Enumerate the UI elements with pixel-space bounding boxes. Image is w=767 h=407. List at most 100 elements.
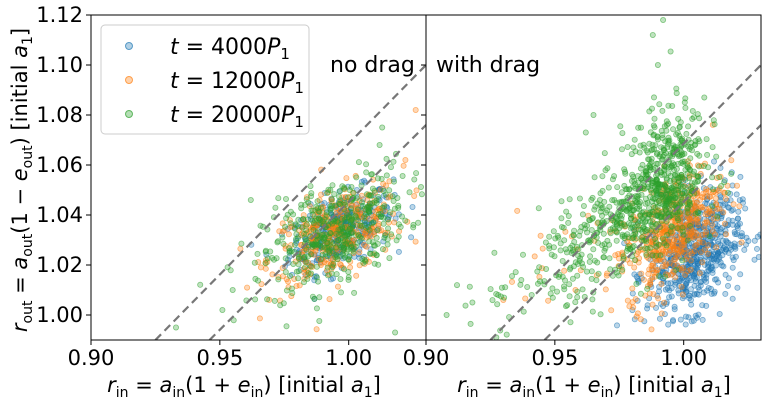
data-point [569, 275, 576, 282]
data-point [333, 210, 340, 217]
data-point [637, 142, 644, 149]
data-point [729, 264, 736, 271]
data-point [652, 235, 659, 242]
data-point [692, 278, 699, 285]
data-point [677, 316, 684, 323]
data-point [376, 141, 383, 148]
data-point [348, 183, 355, 190]
data-point [588, 268, 595, 275]
data-point [579, 286, 586, 293]
data-point [489, 297, 496, 304]
data-point [535, 205, 542, 212]
data-point [611, 173, 618, 180]
data-point [661, 299, 668, 306]
x-axis-label-left: rin = ain(1 + ein) [initial a1] [107, 373, 381, 401]
data-point [673, 85, 680, 92]
data-point [671, 237, 678, 244]
data-point [312, 241, 319, 248]
data-point [640, 224, 647, 231]
data-point [642, 200, 649, 207]
data-point [649, 105, 656, 112]
data-point [696, 270, 703, 277]
data-point [730, 201, 737, 208]
data-point [295, 268, 302, 275]
data-point [355, 217, 362, 224]
data-point [626, 303, 633, 310]
data-point [295, 275, 302, 282]
data-point [287, 220, 294, 227]
y-axis-label: rout = aout(1 − eout) [initial a1] [8, 28, 36, 332]
data-point [394, 194, 401, 201]
data-point [302, 264, 309, 271]
data-point [637, 217, 644, 224]
data-point [687, 248, 694, 255]
data-point [285, 231, 292, 238]
data-point [309, 293, 316, 300]
data-point [624, 143, 631, 150]
data-point [644, 149, 651, 156]
data-point [683, 280, 690, 287]
data-point [754, 245, 761, 252]
data-point [741, 246, 748, 253]
data-point [397, 223, 404, 230]
data-point [522, 295, 529, 302]
data-point [307, 263, 314, 270]
data-point [684, 268, 691, 275]
data-point [655, 241, 662, 248]
data-point [696, 239, 703, 246]
data-point [660, 191, 667, 198]
data-point [712, 195, 719, 202]
data-point [672, 172, 679, 179]
data-point [714, 205, 721, 212]
data-point [664, 285, 671, 292]
data-point [626, 186, 633, 193]
data-point [755, 254, 761, 260]
data-point [658, 280, 665, 287]
data-point [678, 194, 685, 201]
data-point [371, 187, 378, 194]
data-point [696, 163, 703, 170]
data-point [706, 193, 713, 200]
data-point [548, 251, 555, 258]
y-tick-label: 1.00 [36, 303, 83, 327]
data-point [413, 187, 420, 194]
data-point [554, 288, 561, 295]
data-point [642, 227, 649, 234]
data-point [602, 167, 609, 174]
data-point [596, 197, 603, 204]
data-point [694, 314, 701, 321]
data-point [251, 259, 258, 266]
data-point [673, 165, 680, 172]
data-point [291, 241, 298, 248]
data-point [732, 230, 739, 237]
data-point [313, 326, 320, 333]
data-point [337, 276, 344, 283]
data-point [688, 277, 695, 284]
data-point [603, 272, 610, 279]
data-point [343, 211, 350, 218]
data-point [584, 222, 591, 229]
data-point [680, 237, 687, 244]
left-series-2 [172, 104, 425, 336]
data-point [350, 189, 357, 196]
data-point [542, 239, 549, 246]
data-point [453, 282, 460, 289]
data-point [680, 264, 687, 271]
data-point [649, 274, 656, 281]
data-point [286, 245, 293, 252]
data-point [379, 204, 386, 211]
data-point [316, 294, 323, 301]
data-point [487, 286, 494, 293]
data-point [715, 240, 722, 247]
data-point [687, 266, 694, 273]
data-point [439, 176, 444, 181]
data-point [566, 281, 573, 288]
data-point [597, 190, 604, 197]
data-point [728, 157, 735, 164]
x-tick-label: 1.00 [660, 346, 707, 370]
data-point [714, 249, 721, 256]
data-point [399, 172, 406, 179]
legend-marker-20000 [125, 110, 133, 118]
data-point [502, 284, 509, 291]
data-point [613, 228, 620, 235]
